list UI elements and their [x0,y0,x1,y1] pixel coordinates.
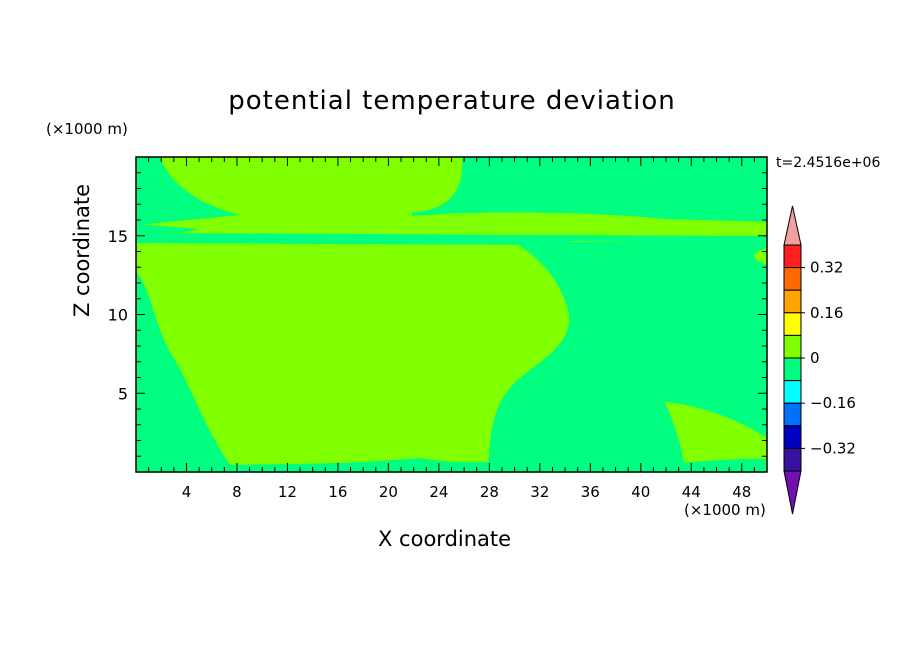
x-tick-label: 4 [182,483,192,501]
x-tick-label: 12 [278,483,297,501]
x-tick-label: 8 [232,483,242,501]
colorbar-box [783,244,802,269]
region-positive-upper-right [753,248,767,265]
region-negative-band [136,233,767,245]
colorbar-box [783,447,802,472]
x-tick-label: 40 [631,483,650,501]
colorbar-tick-label: 0.32 [810,259,843,277]
colorbar-box [783,289,802,314]
colorbar-box [783,425,802,449]
region-negative-band-upper [136,224,200,233]
y-tick-label: 5 [118,384,128,403]
contour-fill [136,157,767,472]
region-negative-right [412,157,767,472]
x-tick-label: 16 [328,483,347,501]
x-axis-label: X coordinate [378,527,512,551]
region-negative-ground [136,443,767,472]
colorbar: 0.32 0.16 0 −0.16 −0.32 [783,205,856,515]
colorbar-tick-label: 0 [810,349,820,367]
x-axis-unit: (×1000 m) [684,501,766,519]
x-tick-label: 24 [429,483,448,501]
chart-title: potential temperature deviation [228,86,676,116]
x-tick-label: 20 [379,483,398,501]
colorbar-box [783,267,802,291]
colorbar-box [783,402,802,427]
colorbar-tick-label: −0.16 [810,394,856,412]
colorbar-tick-label: 0.16 [810,304,843,322]
colorbar-box [783,334,802,359]
region-negative-upper-left [136,157,240,225]
y-axis-unit: (×1000 m) [46,120,128,138]
colorbar-box [783,357,802,382]
x-tick-label: 28 [480,483,499,501]
time-label: t=2.4516e+06 [776,155,881,171]
y-tick-label: 15 [108,227,128,246]
y-tick-label: 10 [108,306,128,325]
colorbar-arrow-bottom [783,470,802,515]
colorbar-box [783,380,802,404]
colorbar-arrow-top [783,205,802,246]
region-positive-lower-right [665,402,767,472]
x-tick-label: 48 [732,483,751,501]
colorbar-box [783,312,802,336]
x-tick-label: 32 [530,483,549,501]
x-tick-label: 36 [581,483,600,501]
region-negative-left [136,272,235,472]
colorbar-tick-label: −0.32 [810,439,856,457]
x-tick-label: 44 [682,483,701,501]
